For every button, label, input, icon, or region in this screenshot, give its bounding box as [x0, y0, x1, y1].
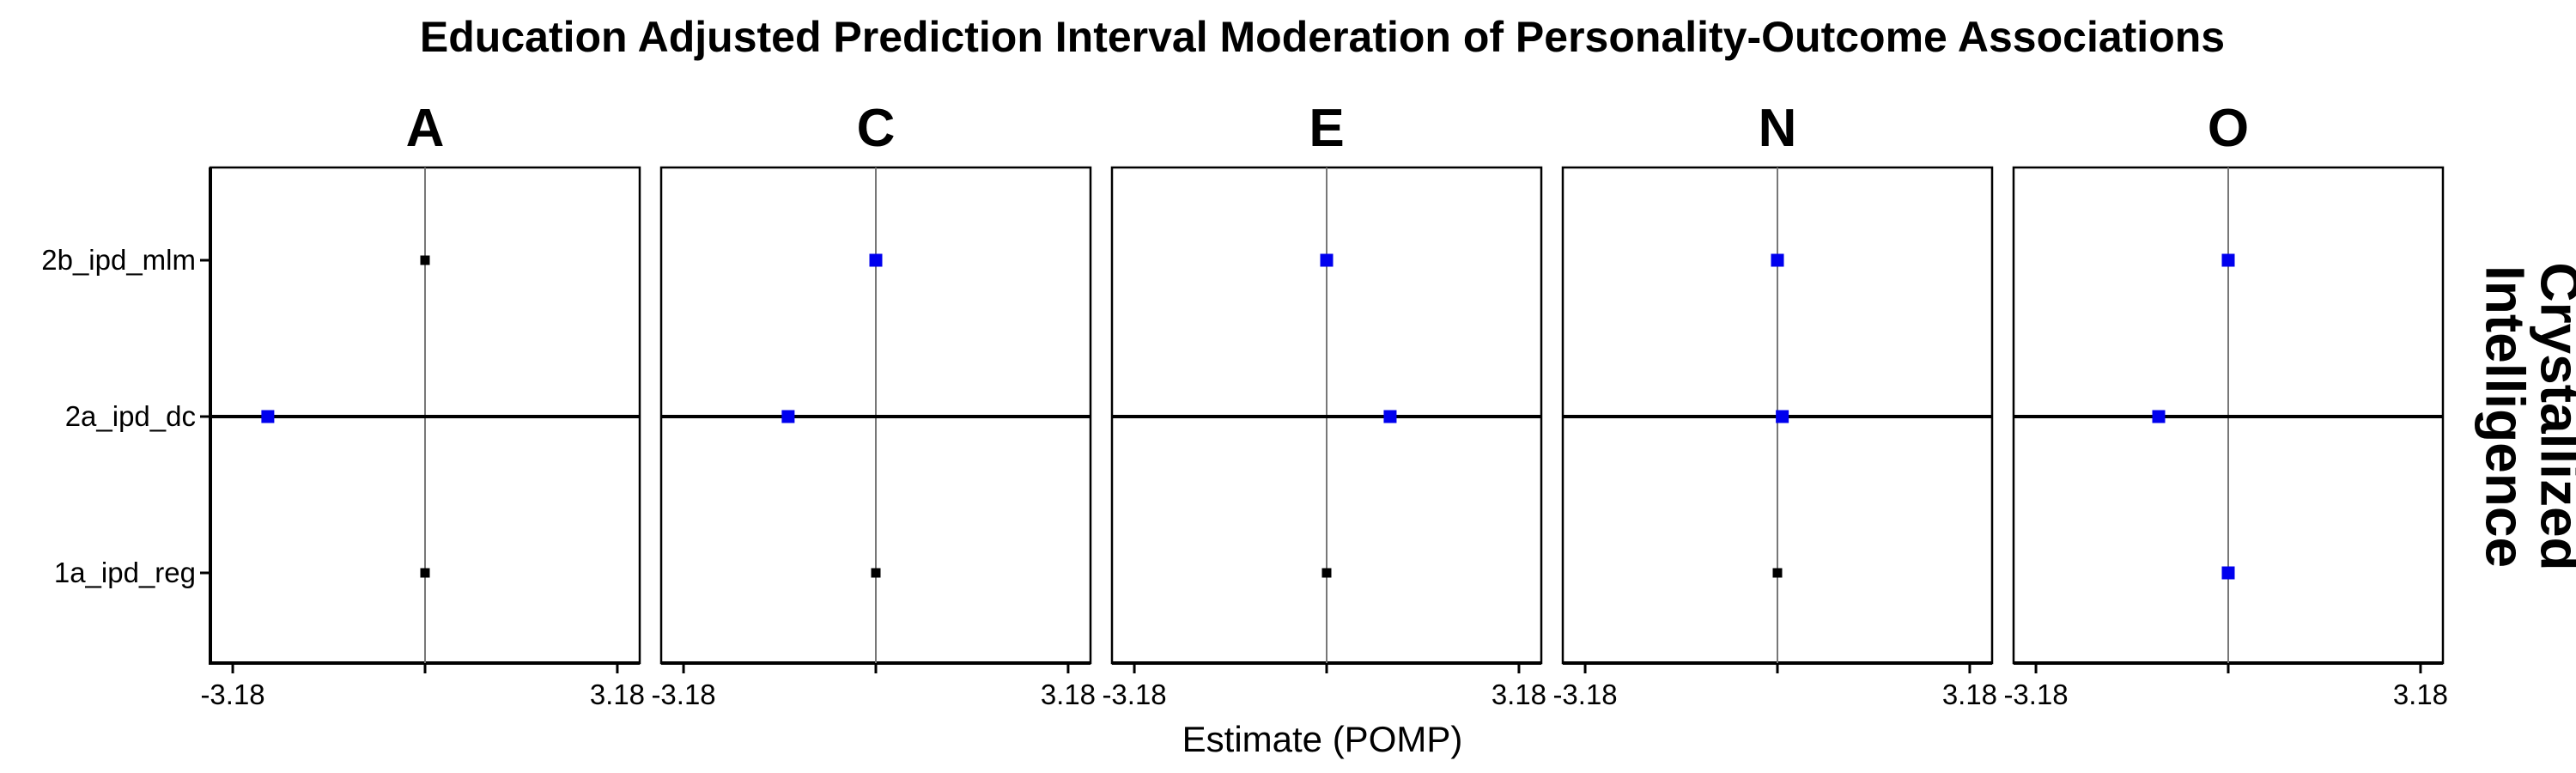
- strip-label-line: Crystallized: [2530, 262, 2576, 570]
- point-estimate: [869, 253, 883, 267]
- x-axis-label: Estimate (POMP): [1182, 719, 1463, 759]
- point-estimate: [1383, 410, 1397, 423]
- y-tick-label: 2b_ipd_mlm: [41, 244, 196, 276]
- facet-title-N: N: [1759, 99, 1797, 158]
- facet-title-E: E: [1309, 99, 1344, 158]
- point-estimate: [420, 255, 430, 265]
- strip-label-line: Intelligence: [2475, 265, 2537, 568]
- point-estimate: [2221, 566, 2235, 580]
- point-estimate: [2152, 410, 2166, 423]
- x-tick-label: 3.18: [590, 679, 645, 710]
- facet-strip-label: CrystallizedIntelligence: [2475, 262, 2576, 570]
- point-estimate: [781, 410, 795, 423]
- facet-title-C: C: [857, 99, 896, 158]
- chart-title: Education Adjusted Prediction Interval M…: [420, 13, 2225, 61]
- x-tick-label: 3.18: [2393, 679, 2448, 710]
- y-tick-label: 1a_ipd_reg: [54, 557, 196, 588]
- point-estimate: [1776, 410, 1789, 423]
- x-tick-label: 3.18: [1041, 679, 1096, 710]
- point-estimate: [1771, 253, 1784, 267]
- point-estimate: [420, 568, 430, 578]
- point-estimate: [1321, 568, 1332, 578]
- x-tick-label: 3.18: [1942, 679, 1997, 710]
- point-estimate: [1320, 253, 1334, 267]
- x-tick-label: -3.18: [200, 679, 264, 710]
- x-tick-label: -3.18: [2003, 679, 2068, 710]
- point-estimate: [1772, 568, 1783, 578]
- facet-title-O: O: [2208, 99, 2249, 158]
- y-tick-label: 2a_ipd_dc: [65, 400, 196, 432]
- point-estimate: [2221, 253, 2235, 267]
- point-estimate: [261, 410, 275, 423]
- facet-title-A: A: [406, 99, 445, 158]
- x-tick-label: -3.18: [1102, 679, 1166, 710]
- point-estimate: [871, 568, 881, 578]
- x-tick-label: -3.18: [651, 679, 715, 710]
- x-tick-label: -3.18: [1552, 679, 1617, 710]
- x-tick-label: 3.18: [1492, 679, 1546, 710]
